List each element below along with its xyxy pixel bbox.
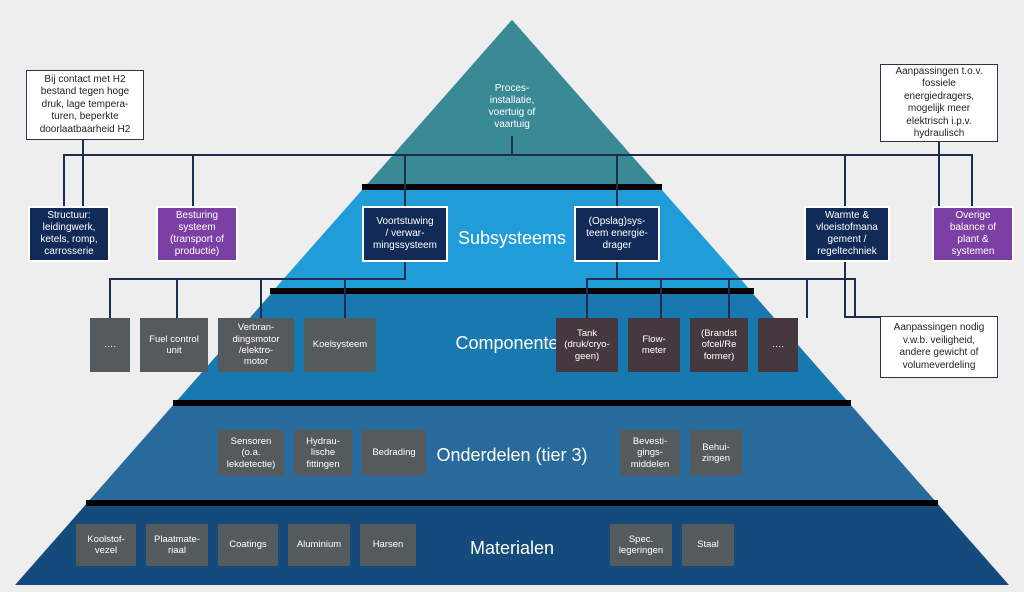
conn-t2-rv3 <box>728 278 730 318</box>
subsystem-voortstuwing: Voortstuwing / verwar- mingssysteem <box>362 206 448 262</box>
conn-apex-lv4 <box>616 154 618 206</box>
tier2-label: Subsysteems <box>458 228 566 249</box>
mat-6: Staal <box>682 524 734 566</box>
divider-2 <box>270 288 754 294</box>
comp-2: Verbran- dingsmotor /elektro- motor <box>218 318 294 372</box>
conn-apex-lv2 <box>192 154 194 206</box>
comp-4: Tank (druk/cryo- geen) <box>556 318 618 372</box>
conn-apex-lv5 <box>844 154 846 206</box>
conn-t2-lv3 <box>260 278 262 318</box>
tier4-label: Onderdelen (tier 3) <box>436 445 587 466</box>
conn-t2-lv <box>404 262 406 278</box>
comp-3: Koelsysteem <box>304 318 376 372</box>
conn-t2-rv <box>616 262 618 278</box>
subsystem-overige: Overige balance of plant & systemen <box>932 206 1014 262</box>
subsystem-warmte: Warmte & vloeistofmana gement / regeltec… <box>804 206 890 262</box>
mat-2: Coatings <box>218 524 278 566</box>
conn-callout-rtop-v2 <box>844 262 846 318</box>
comp-1: Fuel control unit <box>140 318 208 372</box>
part-2: Bedrading <box>362 430 426 476</box>
conn-t2-lv2 <box>176 278 178 318</box>
mat-4: Harsen <box>360 524 416 566</box>
mat-1: Plaatmate- riaal <box>146 524 208 566</box>
subsystem-besturing: Besturing systeem (transport of producti… <box>156 206 238 262</box>
mat-0: Koolstof- vezel <box>76 524 136 566</box>
comp-0: …. <box>90 318 130 372</box>
conn-t2-rv2 <box>660 278 662 318</box>
conn-apex-v <box>511 136 513 154</box>
divider-3 <box>173 400 851 406</box>
subsystem-struct: Structuur: leidingwerk, ketels, romp, ca… <box>28 206 110 262</box>
conn-callout-rtop-v <box>938 142 940 206</box>
conn-t2-lv1 <box>109 278 111 318</box>
comp-7: …. <box>758 318 798 372</box>
conn-apex-lv6 <box>971 154 973 206</box>
conn-t2-lh <box>109 278 406 280</box>
part-3: Bevesti- gings- middelen <box>620 430 680 476</box>
tier5-label: Materialen <box>470 538 554 559</box>
pyramid-diagram: Subsysteems Componenten Onderdelen (tier… <box>0 0 1024 592</box>
callout-right-mid: Aanpassingen nodig v.w.b. veiligheid, an… <box>880 316 998 378</box>
mat-3: Aluminium <box>288 524 350 566</box>
comp-5: Flow- meter <box>628 318 680 372</box>
conn-t2-rv1 <box>586 278 588 318</box>
conn-apex-h <box>63 154 973 156</box>
mat-5: Spec. legeringen <box>610 524 672 566</box>
conn-callout-left-v <box>82 140 84 206</box>
conn-t2-rv5 <box>854 278 856 318</box>
subsystem-opslag: (Opslag)sys- teem energie- drager <box>574 206 660 262</box>
part-4: Behui- zingen <box>690 430 742 476</box>
conn-t2-rh <box>586 278 856 280</box>
conn-t2-lv4 <box>344 278 346 318</box>
callout-left: Bij contact met H2 bestand tegen hoge dr… <box>26 70 144 140</box>
part-1: Hydrau- lische fittingen <box>294 430 352 476</box>
part-0: Sensoren (o.a. lekdetectie) <box>218 430 284 476</box>
conn-apex-lv1 <box>63 154 65 206</box>
tier3-label: Componenten <box>455 333 568 354</box>
conn-callout-rtop-h2 <box>844 316 880 318</box>
conn-t2-rv4 <box>806 278 808 318</box>
apex-box: Proces- installatie, voertuig of vaartui… <box>472 78 552 136</box>
callout-right-top: Aanpassingen t.o.v. fossiele energiedrag… <box>880 64 998 142</box>
conn-apex-lv3 <box>404 154 406 206</box>
comp-6: (Brandst ofcel/Re former) <box>690 318 748 372</box>
divider-4 <box>86 500 938 506</box>
